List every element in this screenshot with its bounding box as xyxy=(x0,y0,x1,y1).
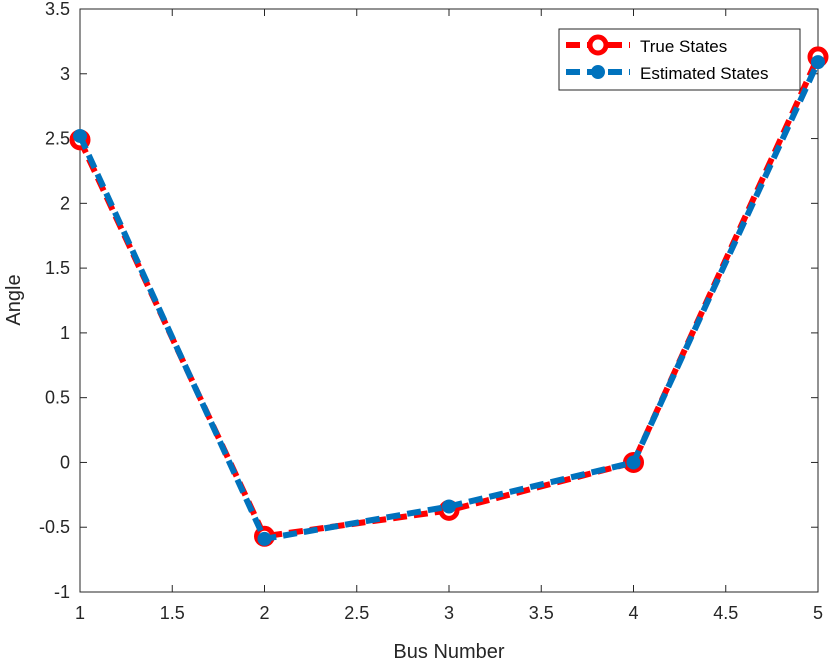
x-tick-label: 2.5 xyxy=(344,603,369,623)
x-tick-label: 1.5 xyxy=(160,603,185,623)
y-tick-label: 0.5 xyxy=(45,388,70,408)
plot-area-frame xyxy=(79,8,819,593)
y-tick-label: 3.5 xyxy=(45,0,70,19)
legend: True States Estimated States xyxy=(558,28,801,91)
x-tick-label: 3.5 xyxy=(529,603,554,623)
x-tick-label: 1 xyxy=(75,603,85,623)
data-point-estimated-states xyxy=(73,128,87,143)
x-tick-label: 4.5 xyxy=(713,603,738,623)
x-tick-label: 3 xyxy=(444,603,454,623)
legend-marker-true-states xyxy=(587,34,609,56)
x-tick-label: 4 xyxy=(628,603,638,623)
x-axis-title: Bus Number xyxy=(393,641,504,663)
y-tick-label: 3 xyxy=(60,64,70,84)
y-tick-label: -0.5 xyxy=(39,517,70,537)
legend-label-true-states: True States xyxy=(640,37,727,56)
y-tick-label: 0 xyxy=(60,452,70,472)
series-estimated-states xyxy=(73,55,825,546)
x-tick-label: 5 xyxy=(813,603,823,623)
y-axis-title: Angle xyxy=(3,274,25,325)
y-tick-label: 1 xyxy=(60,323,70,343)
x-tick-label: 2 xyxy=(259,603,269,623)
axes: 1 1.5 2 2.5 3 3.5 4 4.5 5 -1 -0.5 0 0.5 1 1.5 2 2.5 3 3.5 xyxy=(39,0,823,623)
legend-marker-estimated-states xyxy=(591,65,605,79)
y-tick-label: 1.5 xyxy=(45,258,70,278)
legend-label-estimated-states: Estimated States xyxy=(640,64,769,83)
y-tick-label: 2.5 xyxy=(45,129,70,149)
y-tick-label: 2 xyxy=(60,193,70,213)
data-point-estimated-states xyxy=(626,455,641,470)
data-point-estimated-states xyxy=(257,531,272,546)
y-tick-label: -1 xyxy=(54,582,70,602)
data-point-estimated-states xyxy=(811,55,825,70)
series-layer xyxy=(69,46,829,547)
data-point-estimated-states xyxy=(442,499,456,514)
